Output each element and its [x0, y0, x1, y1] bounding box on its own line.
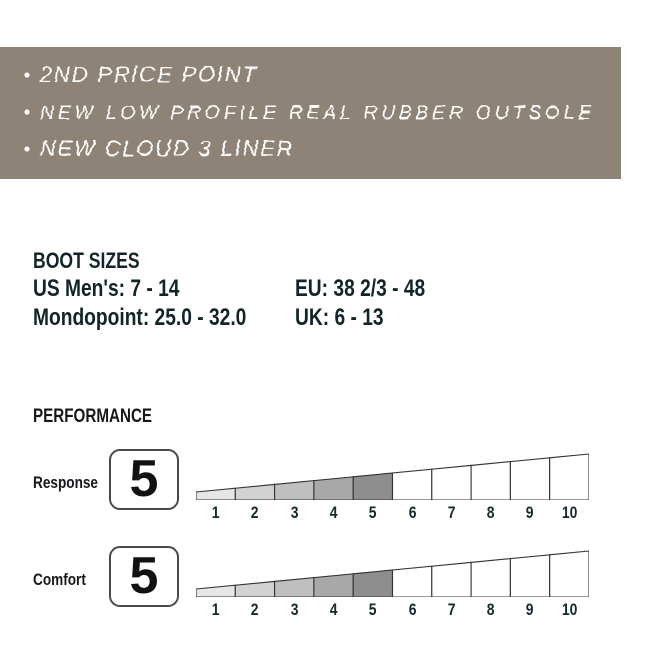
- svg-text:NEW LOW PROFILE REAL RUBBER OU: NEW LOW PROFILE REAL RUBBER OUTSOLE: [40, 102, 595, 124]
- svg-text:2ND PRICE POINT: 2ND PRICE POINT: [39, 62, 258, 87]
- svg-text:NEW CLOUD 3 LINER: NEW CLOUD 3 LINER: [40, 136, 294, 161]
